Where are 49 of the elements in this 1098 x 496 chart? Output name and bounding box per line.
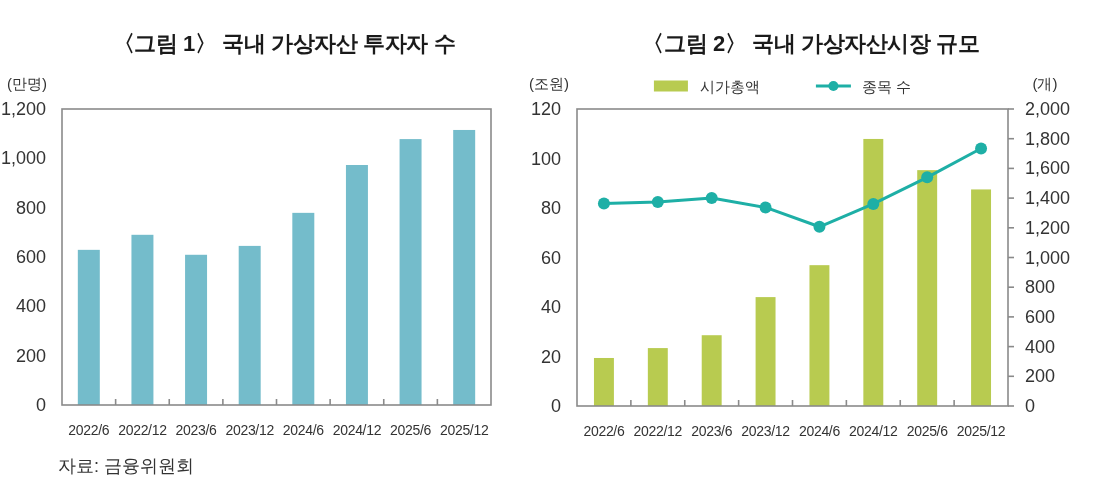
y-tick-label: 120	[530, 99, 561, 119]
legend-label: 종목 수	[861, 77, 912, 95]
x-tick-label: 2024/6	[798, 423, 841, 439]
y-tick-label: 20	[540, 346, 561, 367]
x-tick-label: 2023/6	[691, 423, 733, 439]
x-tick-label: 2023/12	[225, 422, 275, 438]
y2-tick-label: 600	[1025, 306, 1056, 327]
y-tick-label: 0	[550, 396, 561, 416]
y2-tick-label: 2,000	[1025, 99, 1071, 119]
x-tick-label: 2022/6	[68, 422, 110, 438]
y2-tick-label: 1,800	[1025, 128, 1071, 149]
y-tick-label: 0	[35, 395, 46, 415]
x-tick-label: 2025/6	[906, 423, 949, 439]
y-tick-label: 80	[540, 198, 561, 218]
text: 자료: 금융위원회	[58, 456, 195, 476]
y-tick-label: 100	[530, 148, 561, 169]
x-tick-label: 2023/12	[741, 423, 791, 439]
y-tick-label: 600	[15, 247, 46, 267]
y-axis-title: (조원)	[529, 75, 569, 92]
y2-tick-label: 1,000	[1025, 247, 1071, 268]
y-axis-title: (만명)	[7, 75, 47, 92]
x-tick-label: 2024/12	[332, 422, 382, 438]
x-tick-label: 2022/12	[118, 422, 168, 438]
x-tick-label: 2022/12	[633, 423, 683, 439]
x-tick-label: 2022/6	[583, 423, 625, 439]
y2-tick-label: 1,600	[1025, 158, 1071, 179]
y2-tick-label: 800	[1025, 277, 1056, 298]
y-tick-label: 1,200	[0, 99, 46, 119]
x-tick-label: 2025/12	[439, 422, 489, 438]
y2-tick-label: 400	[1025, 336, 1056, 357]
chart-title: 〈그림 1〉 국내 가상자산 투자자 수	[112, 31, 456, 56]
y2-axis-title: (개)	[1032, 75, 1058, 92]
y-tick-label: 40	[540, 297, 561, 317]
x-tick-label: 2024/12	[849, 423, 899, 439]
x-tick-label: 2025/12	[956, 423, 1006, 439]
y-tick-label: 1,000	[0, 148, 46, 169]
y2-tick-label: 200	[1025, 366, 1056, 387]
y2-tick-label: 0	[1025, 396, 1036, 416]
legend-label: 시가총액	[699, 77, 760, 95]
y-tick-label: 800	[15, 197, 46, 218]
x-tick-label: 2024/6	[282, 422, 325, 438]
x-tick-label: 2025/6	[390, 422, 432, 438]
y2-tick-label: 1,400	[1025, 188, 1071, 209]
y-tick-label: 60	[540, 247, 561, 268]
y-tick-label: 400	[15, 296, 46, 317]
chart-title: 〈그림 2〉 국내 가상자산시장 규모	[642, 31, 980, 56]
y2-tick-label: 1,200	[1025, 217, 1071, 238]
x-tick-label: 2023/6	[175, 422, 218, 438]
y-tick-label: 200	[15, 345, 46, 366]
